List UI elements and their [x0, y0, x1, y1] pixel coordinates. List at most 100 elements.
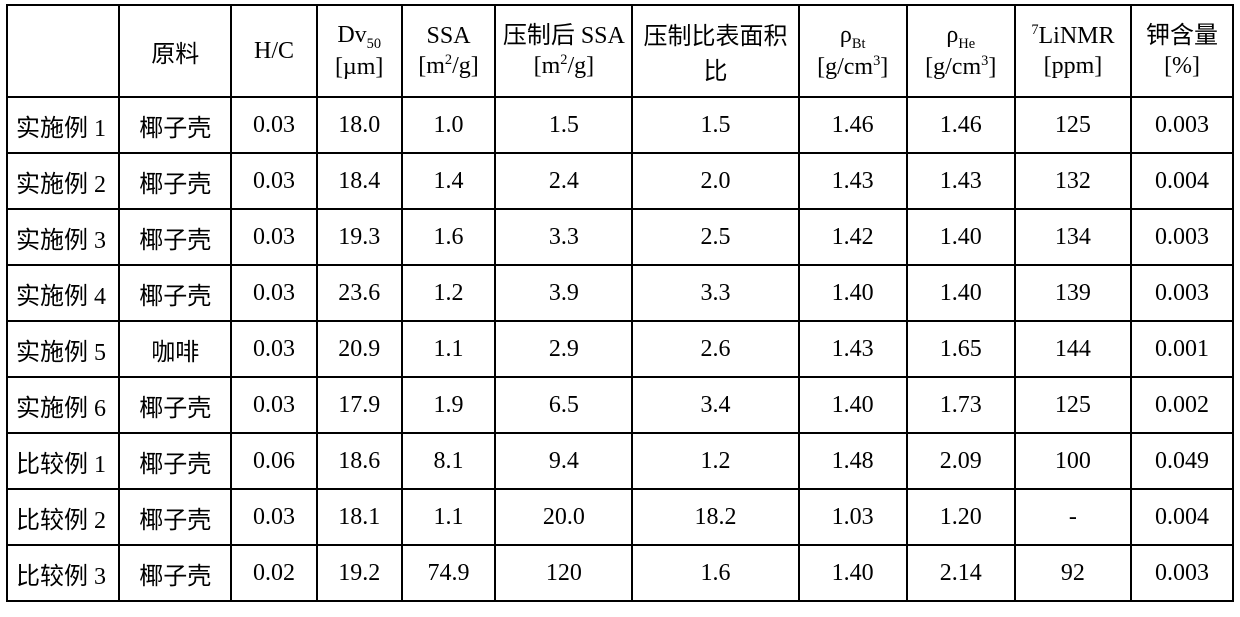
cell-k: 0.001 — [1131, 321, 1233, 377]
table-row: 比较例 3椰子壳0.0219.274.91201.61.402.14920.00… — [7, 545, 1233, 601]
cell-label: 实施例 1 — [7, 97, 119, 153]
cell-dv50: 18.4 — [317, 153, 402, 209]
header-unit: [m2/g] — [534, 51, 595, 81]
table-row: 实施例 5咖啡0.0320.91.12.92.61.431.651440.001 — [7, 321, 1233, 377]
cell-hc: 0.03 — [231, 377, 316, 433]
header-unit: [g/cm3] — [817, 52, 888, 82]
cell-ssa_ratio: 2.5 — [632, 209, 798, 265]
cell-ssa: 1.1 — [402, 321, 496, 377]
cell-raw: 椰子壳 — [119, 209, 231, 265]
cell-hc: 0.06 — [231, 433, 316, 489]
cell-ssa_ratio: 18.2 — [632, 489, 798, 545]
cell-ssa_press: 9.4 — [495, 433, 632, 489]
cell-dv50: 18.1 — [317, 489, 402, 545]
cell-label: 实施例 4 — [7, 265, 119, 321]
cell-k: 0.003 — [1131, 545, 1233, 601]
cell-linmr: 134 — [1015, 209, 1131, 265]
cell-linmr: 92 — [1015, 545, 1131, 601]
cell-ssa: 1.4 — [402, 153, 496, 209]
cell-dv50: 18.0 — [317, 97, 402, 153]
cell-k: 0.049 — [1131, 433, 1233, 489]
cell-rho_bt: 1.40 — [799, 265, 907, 321]
cell-rho_bt: 1.03 — [799, 489, 907, 545]
cell-hc: 0.03 — [231, 209, 316, 265]
cell-k: 0.003 — [1131, 209, 1233, 265]
cell-k: 0.003 — [1131, 265, 1233, 321]
col-header-dv50: Dv50 [µm] — [317, 5, 402, 97]
cell-ssa_ratio: 1.6 — [632, 545, 798, 601]
cell-ssa: 8.1 — [402, 433, 496, 489]
cell-ssa_press: 20.0 — [495, 489, 632, 545]
cell-hc: 0.03 — [231, 153, 316, 209]
header-text: 钾含量 — [1146, 21, 1218, 51]
cell-hc: 0.03 — [231, 97, 316, 153]
table-row: 比较例 1椰子壳0.0618.68.19.41.21.482.091000.04… — [7, 433, 1233, 489]
table-row: 实施例 1椰子壳0.0318.01.01.51.51.461.461250.00… — [7, 97, 1233, 153]
header-unit: [m2/g] — [418, 51, 479, 81]
col-header-ssa: SSA [m2/g] — [402, 5, 496, 97]
cell-ssa_press: 1.5 — [495, 97, 632, 153]
cell-k: 0.004 — [1131, 489, 1233, 545]
cell-rho_bt: 1.40 — [799, 545, 907, 601]
cell-dv50: 19.3 — [317, 209, 402, 265]
cell-label: 比较例 3 — [7, 545, 119, 601]
table-row: 实施例 4椰子壳0.0323.61.23.93.31.401.401390.00… — [7, 265, 1233, 321]
col-header-ssa-press: 压制后 SSA [m2/g] — [495, 5, 632, 97]
cell-linmr: 139 — [1015, 265, 1131, 321]
header-unit: [µm] — [335, 52, 383, 82]
cell-ssa_press: 2.9 — [495, 321, 632, 377]
cell-ssa_ratio: 3.4 — [632, 377, 798, 433]
cell-ssa_press: 120 — [495, 545, 632, 601]
cell-ssa_ratio: 3.3 — [632, 265, 798, 321]
cell-linmr: 100 — [1015, 433, 1131, 489]
cell-ssa: 1.0 — [402, 97, 496, 153]
col-header-rho-bt: ρBt [g/cm3] — [799, 5, 907, 97]
cell-rho_bt: 1.46 — [799, 97, 907, 153]
cell-raw: 椰子壳 — [119, 97, 231, 153]
cell-dv50: 17.9 — [317, 377, 402, 433]
cell-rho_he: 1.40 — [907, 209, 1015, 265]
header-text: 压制比表面积比 — [634, 16, 796, 86]
cell-ssa: 1.9 — [402, 377, 496, 433]
cell-ssa_press: 6.5 — [495, 377, 632, 433]
cell-rho_bt: 1.42 — [799, 209, 907, 265]
col-header-ssa-ratio: 压制比表面积比 — [632, 5, 798, 97]
header-text: 压制后 SSA — [503, 21, 625, 51]
cell-ssa_ratio: 1.5 — [632, 97, 798, 153]
cell-rho_bt: 1.43 — [799, 321, 907, 377]
cell-raw: 椰子壳 — [119, 545, 231, 601]
header-unit: [g/cm3] — [925, 52, 996, 82]
header-text: ρHe — [946, 20, 975, 53]
cell-label: 实施例 6 — [7, 377, 119, 433]
cell-raw: 椰子壳 — [119, 377, 231, 433]
cell-ssa_press: 2.4 — [495, 153, 632, 209]
col-header-linmr: 7LiNMR [ppm] — [1015, 5, 1131, 97]
cell-linmr: 125 — [1015, 377, 1131, 433]
col-header-k: 钾含量 [%] — [1131, 5, 1233, 97]
cell-ssa_press: 3.3 — [495, 209, 632, 265]
header-text: H/C — [254, 38, 294, 65]
cell-rho_he: 1.40 — [907, 265, 1015, 321]
cell-raw: 椰子壳 — [119, 153, 231, 209]
table-row: 实施例 2椰子壳0.0318.41.42.42.01.431.431320.00… — [7, 153, 1233, 209]
cell-ssa: 1.2 — [402, 265, 496, 321]
cell-ssa_ratio: 2.6 — [632, 321, 798, 377]
col-header-label — [7, 5, 119, 97]
cell-rho_he: 1.43 — [907, 153, 1015, 209]
cell-hc: 0.03 — [231, 321, 316, 377]
cell-linmr: - — [1015, 489, 1131, 545]
cell-dv50: 18.6 — [317, 433, 402, 489]
col-header-hc: H/C — [231, 5, 316, 97]
cell-linmr: 144 — [1015, 321, 1131, 377]
table-body: 实施例 1椰子壳0.0318.01.01.51.51.461.461250.00… — [7, 97, 1233, 601]
cell-ssa: 1.1 — [402, 489, 496, 545]
cell-rho_bt: 1.40 — [799, 377, 907, 433]
cell-label: 比较例 1 — [7, 433, 119, 489]
cell-raw: 椰子壳 — [119, 265, 231, 321]
header-text: SSA — [427, 21, 471, 51]
table-header-row: 原料 H/C Dv50 [µm] SSA [m2/g] 压制后 SSA — [7, 5, 1233, 97]
cell-rho_bt: 1.43 — [799, 153, 907, 209]
cell-rho_he: 2.09 — [907, 433, 1015, 489]
col-header-raw: 原料 — [119, 5, 231, 97]
cell-label: 实施例 5 — [7, 321, 119, 377]
